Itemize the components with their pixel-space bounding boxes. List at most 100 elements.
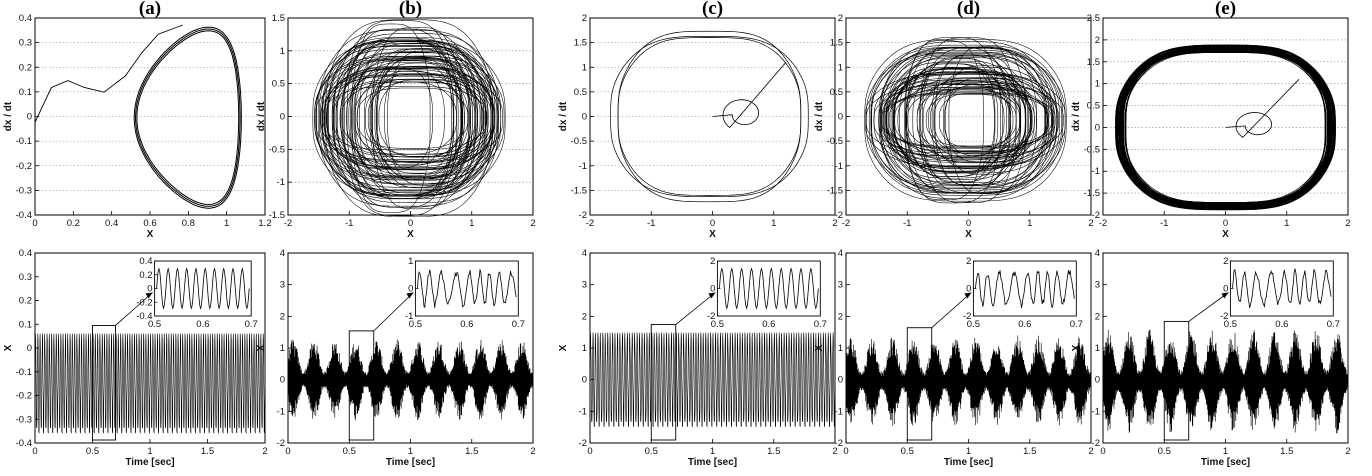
zoom-arrow — [931, 292, 972, 329]
trajectory-loop — [317, 29, 496, 207]
x-tick-label: 0 — [285, 446, 290, 457]
trajectory-loop — [617, 30, 802, 203]
x-tick-label: 0 — [1100, 446, 1105, 457]
y-tick-label: -0.5 — [1084, 144, 1100, 155]
trajectory-loop — [374, 58, 471, 179]
inset-y-tick-label: 0.4 — [139, 256, 152, 267]
trajectory-loop — [1120, 49, 1331, 205]
y-tick-label: 0.2 — [19, 62, 32, 73]
panel-letter: (a) — [139, 0, 161, 19]
trajectory-loop — [325, 19, 493, 217]
x-tick-label: 1.5 — [201, 446, 214, 457]
trajectory-loop — [316, 45, 502, 191]
y-tick-label: -0.5 — [571, 136, 587, 147]
x-tick-label: 1 — [1284, 218, 1289, 229]
y-axis-label: X — [1071, 344, 1082, 351]
trajectory-loop — [870, 46, 1060, 194]
zoom-arrow — [115, 292, 153, 326]
y-tick-label: 0 — [582, 112, 587, 123]
inset-y-tick-label: 2 — [710, 256, 715, 267]
trajectory-loop — [870, 53, 1054, 188]
trajectory-loop — [922, 77, 1037, 164]
y-tick-label: -2 — [835, 438, 843, 449]
x-tick-label: 2 — [832, 218, 837, 229]
trajectory-loop — [931, 54, 1021, 186]
trajectory-loop — [340, 57, 478, 180]
trajectory-loop — [327, 33, 499, 203]
x-tick-label: 2 — [530, 218, 535, 229]
y-tick-label: 0 — [280, 112, 285, 123]
trajectory-loop — [885, 74, 1053, 167]
inset-series-line — [719, 267, 819, 310]
y-tick-label: 0.5 — [574, 87, 587, 98]
panel-letter: (c) — [702, 0, 723, 19]
x-tick-label: 2 — [530, 446, 535, 457]
trajectory-loop — [357, 73, 478, 164]
y-tick-label: 3 — [838, 280, 843, 291]
trajectory-loop — [864, 73, 1066, 168]
y-tick-label: 4 — [838, 248, 843, 259]
y-tick-label: -0.1 — [16, 136, 32, 147]
x-tick-label: 1 — [966, 446, 971, 457]
y-tick-label: 2 — [1095, 311, 1100, 322]
trajectory-loop — [323, 59, 493, 177]
trajectory-loop — [905, 40, 984, 201]
y-tick-label: 2 — [280, 311, 285, 322]
y-tick-label: 2 — [582, 311, 587, 322]
inset-series-line — [975, 270, 1075, 309]
inset-y-tick-label: 0 — [966, 284, 971, 295]
inset-y-tick-label: 0 — [710, 284, 715, 295]
x-tick-label: 1 — [771, 218, 776, 229]
y-tick-label: -0.4 — [16, 210, 32, 221]
y-tick-label: 0.4 — [19, 13, 32, 24]
trajectory-loop — [350, 40, 459, 196]
y-tick-label: 0 — [582, 375, 587, 386]
trajectory-loop — [354, 78, 483, 158]
y-axis-label: dx / dt — [814, 101, 825, 131]
y-tick-label: 1 — [1095, 79, 1100, 90]
y-tick-label: -2 — [579, 210, 587, 221]
y-tick-label: -1 — [835, 161, 843, 172]
trajectory-loop — [372, 27, 463, 210]
x-tick-label: 1.2 — [258, 218, 271, 229]
trajectory-loop — [873, 72, 1057, 169]
trajectory-loop — [334, 28, 477, 208]
inset-y-tick-label: -2 — [707, 311, 715, 322]
zoom-arrowhead — [406, 292, 414, 299]
y-axis-label: dx / dt — [256, 101, 267, 131]
inset-y-tick-label: 0 — [1223, 284, 1228, 295]
trajectory-loop — [920, 80, 1027, 161]
y-tick-label: 4 — [1095, 248, 1100, 259]
time-series-line — [287, 339, 534, 421]
y-tick-label: 2.5 — [1087, 13, 1100, 24]
x-axis-label: X — [1222, 229, 1229, 240]
trajectory-loop — [344, 20, 457, 217]
y-tick-label: 0.5 — [272, 79, 285, 90]
panel-a: (a) -0.4 -0.3 -0.2 -0.1 0 0.1 0.2 0.3 0.4 0 0.2 0.4 0… — [3, 0, 272, 468]
trajectory-loop — [892, 55, 1045, 185]
y-tick-label: -1 — [579, 406, 587, 417]
y-tick-label: -2 — [579, 438, 587, 449]
trajectory-loop — [351, 23, 431, 213]
panel-letter: (d) — [957, 0, 980, 19]
y-tick-label: 0 — [27, 112, 32, 123]
zoom-arrowhead — [145, 292, 153, 299]
trajectory-loop — [880, 47, 1050, 194]
zoom-region-box — [348, 330, 375, 441]
trajectory-loop — [881, 77, 1056, 163]
y-tick-label: 1 — [280, 343, 285, 354]
y-tick-label: -1 — [1092, 406, 1100, 417]
y-tick-label: -0.3 — [16, 414, 32, 425]
trajectory-loop — [1116, 51, 1335, 204]
trajectory-loop — [356, 87, 469, 149]
y-tick-label: -0.2 — [16, 161, 32, 172]
inset-x-tick-label: 0.6 — [460, 319, 473, 330]
panel-letter: (b) — [399, 0, 422, 19]
inset-y-tick-label: 0 — [147, 284, 152, 295]
y-axis-label: X — [3, 344, 14, 351]
y-tick-label: 2 — [582, 13, 587, 24]
y-tick-label: 0 — [27, 343, 32, 354]
inset-series-line — [1232, 268, 1332, 308]
trajectory-loop — [878, 47, 1058, 193]
y-tick-label: -0.2 — [16, 391, 32, 402]
